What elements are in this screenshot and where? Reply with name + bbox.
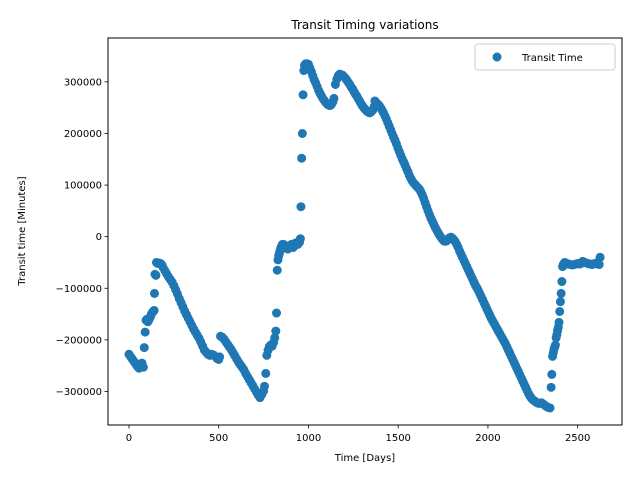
- data-point: [261, 368, 271, 378]
- data-point: [295, 234, 305, 244]
- data-point: [557, 277, 567, 287]
- y-tick-label: 300000: [64, 77, 102, 88]
- y-axis-ticks: −300000 −200000 −100000 0 100000 200000 300000: [55, 77, 108, 398]
- data-point: [140, 327, 150, 337]
- y-tick-label: −200000: [55, 335, 102, 346]
- data-point: [138, 362, 148, 372]
- x-tick-label: 1000: [296, 433, 321, 444]
- data-point: [555, 297, 565, 307]
- data-point: [298, 90, 308, 100]
- y-tick-label: −100000: [55, 284, 102, 295]
- x-tick-label: 1500: [385, 433, 410, 444]
- legend-box: [474, 43, 616, 71]
- data-point: [139, 343, 149, 353]
- data-point: [297, 128, 307, 138]
- x-tick-label: 2000: [475, 433, 500, 444]
- chart-title: Transit Timing variations: [290, 18, 438, 32]
- data-point: [556, 288, 566, 298]
- x-tick-label: 2500: [565, 433, 590, 444]
- data-point: [554, 317, 564, 327]
- data-point: [270, 333, 280, 343]
- y-axis-label: Transit time [Minutes]: [17, 176, 28, 286]
- data-point: [296, 202, 306, 212]
- x-tick-label: 0: [126, 433, 132, 444]
- data-point: [271, 326, 281, 336]
- y-tick-label: 0: [96, 232, 102, 243]
- legend-marker: [492, 52, 502, 62]
- data-point: [594, 260, 604, 270]
- data-point: [545, 403, 555, 413]
- data-point: [555, 306, 565, 316]
- data-point: [215, 352, 225, 362]
- data-point: [329, 93, 339, 103]
- data-point: [272, 265, 282, 275]
- data-points: [124, 59, 605, 413]
- plot-frame: [107, 37, 623, 426]
- data-point: [546, 382, 556, 392]
- data-point: [272, 308, 282, 318]
- data-point: [149, 288, 159, 298]
- data-point: [595, 252, 605, 262]
- x-tick-label: 500: [209, 433, 228, 444]
- data-point: [297, 153, 307, 163]
- y-tick-label: 200000: [64, 129, 102, 140]
- y-tick-label: −300000: [55, 387, 102, 398]
- data-point: [260, 381, 269, 391]
- data-point: [151, 270, 161, 280]
- x-axis-ticks: 0 500 1000 1500 2000 2500: [126, 425, 590, 444]
- data-point: [547, 369, 557, 379]
- data-point: [550, 340, 560, 350]
- legend-label: Transit Time: [521, 53, 583, 64]
- data-point: [149, 305, 159, 315]
- legend: Transit Time: [474, 43, 616, 71]
- y-tick-label: 100000: [64, 181, 102, 192]
- x-axis-label: Time [Days]: [334, 453, 396, 464]
